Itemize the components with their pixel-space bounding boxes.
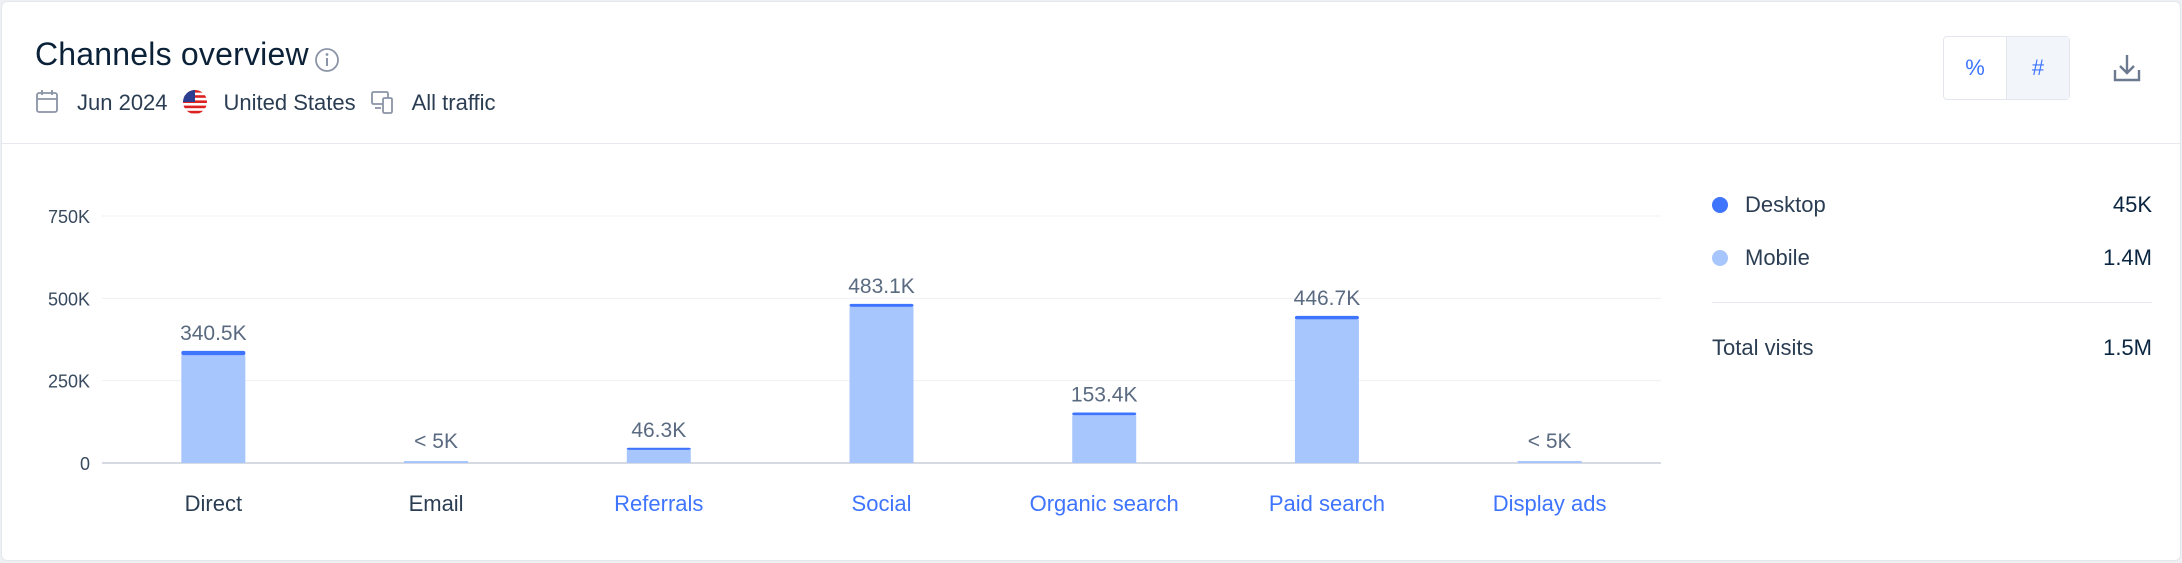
bar-mobile [849,306,914,463]
y-tick-label: 250K [48,372,90,392]
percent-toggle-button[interactable]: % [1965,55,1985,80]
total-visits-value: 1.5M [2103,335,2152,360]
unit-toggle: % # [1943,36,2070,100]
data-label: 153.4K [1071,383,1138,406]
card-header: Channels overview Jun 2024 [2,2,2180,144]
download-icon[interactable] [2111,52,2143,84]
bar-mobile [1294,319,1359,463]
page-title: Channels overview [35,36,309,72]
category-label[interactable]: Social [852,491,912,516]
legend-label-mobile: Mobile [1745,245,1810,270]
info-icon[interactable] [314,47,340,73]
bar-desktop [626,447,691,450]
bar-mobile [1517,461,1582,463]
data-label: < 5K [1528,430,1572,453]
bar-mobile [626,449,691,463]
bar-mobile [181,355,246,463]
category-label[interactable]: Paid search [1269,491,1385,516]
bar-desktop [1294,315,1359,320]
legend-item-desktop[interactable]: Desktop 45K [1712,188,2152,241]
data-label: 340.5K [180,322,247,345]
legend: Desktop 45K Mobile 1.4M Total visits 1.5… [1712,188,2152,363]
total-visits-label: Total visits [1712,335,1814,360]
desktop-dot-icon [1712,197,1728,213]
channels-bar-chart: 0 250K 500K 750K 340.5K Direct < 5K Email 46.3K R… [48,207,1661,516]
data-label: 446.7K [1294,287,1361,310]
category-label: Direct [185,491,242,516]
date-filter[interactable]: Jun 2024 [77,90,168,115]
y-tick-label: 0 [80,454,90,474]
legend-label-desktop: Desktop [1745,192,1826,217]
legend-value-desktop: 45K [2112,192,2152,217]
y-tick-label: 750K [48,207,90,227]
filters-row: Jun 2024 United States [35,85,510,121]
devices-icon [370,89,398,117]
bar-mobile [404,461,469,463]
category-label[interactable]: Referrals [614,491,703,516]
data-label: 483.1K [848,275,915,298]
bar-desktop [849,303,914,307]
legend-item-mobile[interactable]: Mobile 1.4M [1712,241,2152,294]
y-tick-label: 500K [48,289,90,309]
country-filter[interactable]: United States [223,90,356,115]
calendar-icon [35,89,63,117]
data-label: < 5K [414,430,458,453]
us-flag-icon [182,89,210,117]
traffic-filter[interactable]: All traffic [411,90,496,115]
total-visits-row: Total visits 1.5M [1712,303,2152,363]
bar-desktop [181,350,246,356]
category-label[interactable]: Organic search [1030,491,1179,516]
category-label: Email [409,491,464,516]
bar-desktop [1072,412,1137,416]
data-label: 46.3K [631,419,686,442]
category-label[interactable]: Display ads [1493,491,1607,516]
legend-value-mobile: 1.4M [2103,245,2152,270]
mobile-dot-icon [1712,250,1728,266]
bar-mobile [1072,415,1137,463]
number-toggle-button[interactable]: # [2006,37,2069,99]
legend-divider [1712,302,2152,303]
